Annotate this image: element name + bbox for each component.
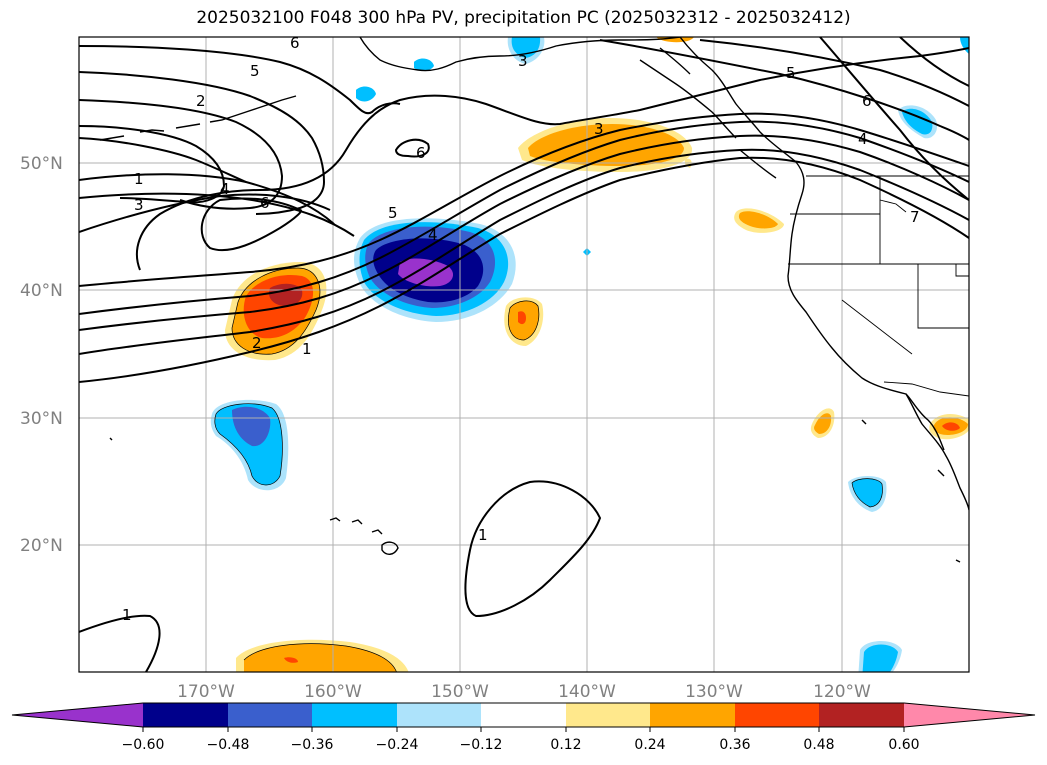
lat-label: 20°N <box>20 536 63 556</box>
lon-label: 170°W <box>177 682 235 702</box>
lat-label: 30°N <box>20 409 63 429</box>
contour-label: 3 <box>518 52 528 70</box>
contour-label: 6 <box>260 194 270 212</box>
colorbar-extend-left <box>12 703 143 727</box>
colorbar-tick-label: 0.12 <box>550 737 581 753</box>
colorbar-tick-label: −0.36 <box>291 737 334 753</box>
colorbar-segment <box>650 703 735 727</box>
contour-label: 6 <box>416 144 426 162</box>
contour-label: 4 <box>428 226 438 244</box>
precip-outlines <box>214 267 883 672</box>
lon-label: 130°W <box>685 682 743 702</box>
longitude-labels: 170°W 160°W 150°W 140°W 130°W 120°W <box>177 682 871 702</box>
contour-label: 1 <box>302 340 312 358</box>
contour-label: 6 <box>290 34 300 52</box>
contour-label: 1 <box>478 526 488 544</box>
contour-label: 5 <box>250 62 260 80</box>
contour-label: 6 <box>862 92 872 110</box>
colorbar-tick-label: −0.48 <box>207 737 250 753</box>
map-content: 6 5 2 1 3 4 6 6 5 4 2 1 3 3 5 6 4 7 1 1 <box>79 34 969 672</box>
lon-label: 140°W <box>558 682 616 702</box>
contour-label: 1 <box>122 606 132 624</box>
colorbar-tick-labels: −0.60 −0.48 −0.36 −0.24 −0.12 0.12 0.24 … <box>122 737 920 753</box>
colorbar-extend-right <box>904 703 1035 727</box>
colorbar-tick-label: −0.24 <box>376 737 419 753</box>
contour-label: 7 <box>910 208 920 226</box>
map-title: 2025032100 F048 300 hPa PV, precipitatio… <box>196 8 851 28</box>
colorbar-tick-label: −0.60 <box>122 737 165 753</box>
map-frame <box>78 36 970 673</box>
contour-label: 3 <box>134 196 144 214</box>
contour-labels: 6 5 2 1 3 4 6 6 5 4 2 1 3 3 5 6 4 7 1 1 <box>122 34 920 624</box>
precip-negative-shading <box>210 37 969 672</box>
pv-contours <box>79 37 969 672</box>
colorbar-tick-label: 0.60 <box>888 737 919 753</box>
colorbar-tick-label: 0.24 <box>634 737 665 753</box>
lon-label: 120°W <box>813 682 871 702</box>
lon-label: 150°W <box>431 682 489 702</box>
colorbar-ticks <box>142 727 905 732</box>
contour-label: 5 <box>388 204 398 222</box>
contour-label: 4 <box>858 130 868 148</box>
lon-label: 160°W <box>304 682 362 702</box>
contour-label: 4 <box>220 180 230 198</box>
contour-label: 5 <box>786 64 796 82</box>
colorbar-segment <box>481 703 566 727</box>
colorbar-tick-label: 0.36 <box>719 737 750 753</box>
colorbar-segment <box>312 703 397 727</box>
latitude-labels: 50°N 40°N 30°N 20°N <box>20 154 63 556</box>
colorbar-segment <box>143 703 228 727</box>
colorbar-segment <box>566 703 650 727</box>
contour-label: 1 <box>134 170 144 188</box>
political-boundaries <box>788 175 969 397</box>
colorbar-segment <box>735 703 819 727</box>
lat-label: 40°N <box>20 281 63 301</box>
lat-label: 50°N <box>20 154 63 174</box>
map-gridlines <box>79 37 969 672</box>
colorbar: −0.60 −0.48 −0.36 −0.24 −0.12 0.12 0.24 … <box>11 702 1036 753</box>
colorbar-tick-label: 0.48 <box>803 737 834 753</box>
colorbar-segment <box>397 703 481 727</box>
contour-label: 2 <box>252 334 262 352</box>
colorbar-tick-label: −0.12 <box>460 737 503 753</box>
colorbar-segment <box>819 703 904 727</box>
contour-label: 2 <box>196 92 206 110</box>
contour-label: 3 <box>594 120 604 138</box>
colorbar-segment <box>228 703 312 727</box>
